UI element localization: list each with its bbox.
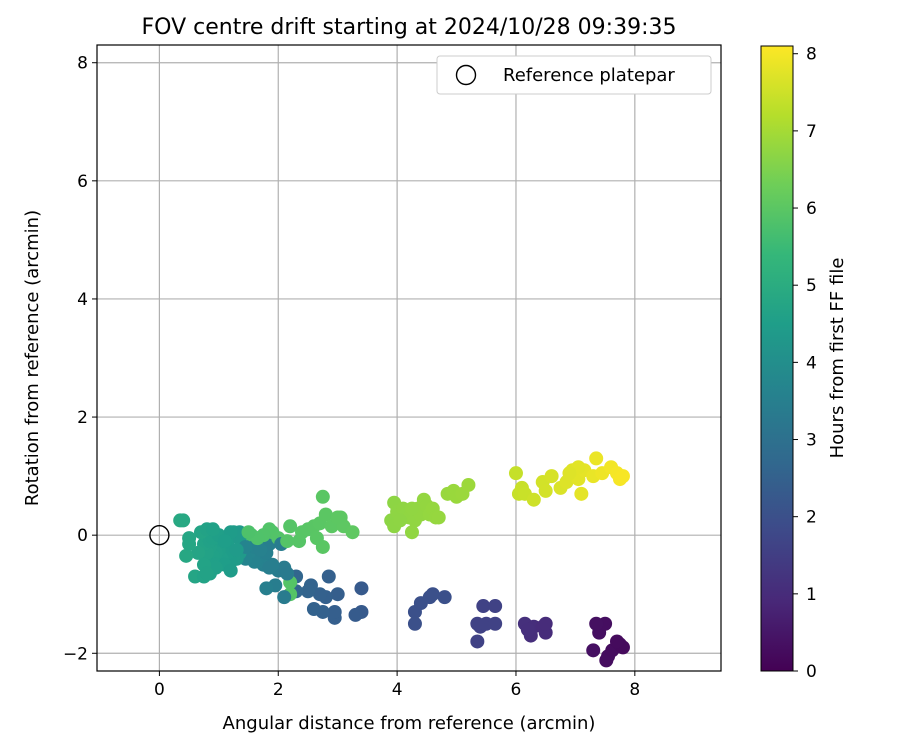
- x-tick-label: 6: [511, 680, 522, 700]
- x-axis-label: Angular distance from reference (arcmin): [223, 713, 596, 734]
- data-point: [425, 587, 440, 602]
- data-point: [589, 451, 604, 466]
- colorbar-label: Hours from first FF file: [827, 258, 848, 459]
- data-point: [404, 501, 419, 516]
- data-point: [615, 469, 630, 484]
- data-point: [253, 542, 268, 557]
- data-point: [182, 537, 197, 552]
- colorbar-ticks: 0 1 2 3 4 5 6 7 8: [793, 45, 817, 682]
- legend-box: [436, 55, 712, 95]
- data-point: [312, 587, 327, 602]
- colorbar-tick-label: 1: [806, 585, 817, 605]
- y-tick-label: 0: [77, 526, 88, 546]
- x-axis-ticks: 0 2 4 6 8: [154, 671, 640, 700]
- data-point: [476, 599, 491, 614]
- colorbar-tick-label: 3: [806, 431, 817, 451]
- data-point: [217, 534, 232, 549]
- x-tick-label: 2: [273, 680, 284, 700]
- data-point: [330, 510, 345, 525]
- colorbar-tick-label: 7: [806, 122, 817, 142]
- data-point: [241, 525, 256, 540]
- data-point: [562, 466, 577, 481]
- data-point: [520, 622, 535, 637]
- reference-platepar-marker: [149, 524, 170, 546]
- data-point: [321, 569, 336, 584]
- data-point: [205, 522, 220, 537]
- legend-label: Reference platepar: [503, 65, 675, 86]
- y-tick-label: −2: [63, 644, 88, 664]
- data-point: [309, 531, 324, 546]
- data-point: [470, 634, 485, 649]
- data-point: [199, 566, 214, 581]
- data-point: [259, 581, 274, 596]
- data-point: [280, 534, 295, 549]
- data-point: [223, 563, 238, 578]
- y-tick-label: 2: [77, 408, 88, 428]
- data-point: [586, 643, 601, 658]
- data-point: [508, 466, 523, 481]
- data-point: [262, 560, 277, 575]
- data-point: [345, 525, 360, 540]
- data-point: [229, 542, 244, 557]
- data-points: [173, 451, 630, 668]
- data-point: [488, 599, 503, 614]
- data-point: [538, 616, 553, 631]
- data-point: [354, 581, 369, 596]
- reference-marker: [149, 524, 170, 546]
- colorbar-tick-label: 6: [806, 199, 817, 219]
- colorbar-tick-label: 8: [806, 45, 817, 65]
- data-point: [327, 604, 342, 619]
- data-point: [431, 510, 446, 525]
- x-tick-label: 8: [629, 680, 640, 700]
- colorbar-tick-label: 5: [806, 276, 817, 296]
- data-point: [348, 607, 363, 622]
- data-point: [461, 477, 476, 492]
- data-point: [538, 483, 553, 498]
- data-point: [404, 525, 419, 540]
- y-axis-label: Rotation from reference (arcmin): [22, 210, 43, 506]
- data-point: [589, 616, 604, 631]
- data-point: [437, 590, 452, 605]
- data-point: [300, 584, 315, 599]
- colorbar-tick-label: 0: [806, 662, 817, 682]
- colorbar-tick-label: 2: [806, 508, 817, 528]
- data-point: [306, 601, 321, 616]
- data-point: [176, 513, 191, 528]
- colorbar: 0 1 2 3 4 5 6 7 8 Hours from first FF file: [760, 45, 848, 682]
- chart-title: FOV centre drift starting at 2024/10/28 …: [142, 15, 677, 40]
- data-point: [544, 469, 559, 484]
- data-point: [191, 545, 206, 560]
- legend: Reference platepar: [436, 55, 712, 95]
- data-point: [526, 492, 541, 507]
- colorbar-gradient: [760, 45, 794, 672]
- legend-marker-circle: [455, 64, 477, 86]
- data-point: [280, 566, 295, 581]
- colorbar-tick-label: 4: [806, 353, 817, 373]
- data-point: [315, 489, 330, 504]
- data-point: [330, 587, 345, 602]
- plot-area: 0 2 4 6 8 −2 0 2 4 6 8: [63, 44, 722, 700]
- data-point: [574, 486, 589, 501]
- data-point: [407, 616, 422, 631]
- data-point: [283, 519, 298, 534]
- data-point: [318, 507, 333, 522]
- x-tick-label: 4: [392, 680, 403, 700]
- y-tick-label: 4: [77, 290, 88, 310]
- y-tick-label: 8: [77, 54, 88, 74]
- data-point: [393, 513, 408, 528]
- plot-frame: [96, 44, 722, 672]
- data-point: [277, 590, 292, 605]
- data-point: [610, 634, 624, 649]
- y-tick-label: 6: [77, 172, 88, 192]
- y-axis-ticks: −2 0 2 4 6 8: [63, 54, 97, 664]
- data-point: [488, 616, 503, 631]
- data-point: [179, 548, 194, 563]
- data-point: [470, 616, 485, 631]
- x-tick-label: 0: [154, 680, 165, 700]
